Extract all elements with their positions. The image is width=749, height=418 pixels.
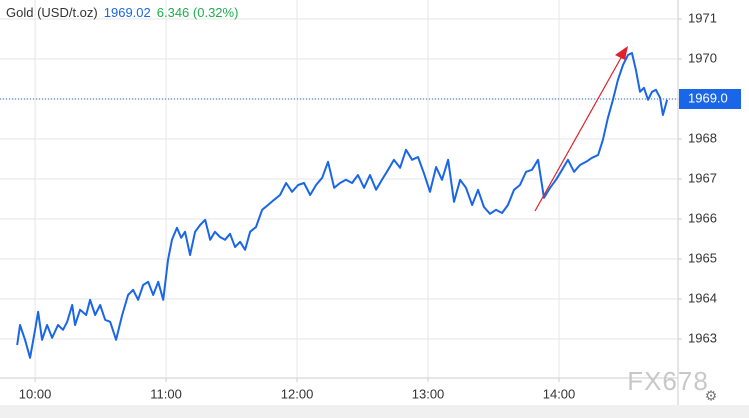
annotation-arrow <box>534 55 623 212</box>
y-tick-label: 1968 <box>688 130 717 145</box>
price-marker-box <box>679 89 741 109</box>
symbol: Gold (USD/t.oz) <box>6 5 98 20</box>
x-tick-label: 11:00 <box>150 386 182 401</box>
header: Gold (USD/t.oz) 1969.02 6.346 (0.32%) <box>6 5 238 20</box>
series <box>16 52 669 359</box>
settings-icon[interactable]: ⚙ <box>705 388 718 404</box>
watermark: FX678 <box>627 366 709 396</box>
change: 6.346 (0.32%) <box>157 5 239 20</box>
y-tick-label: 1963 <box>688 330 717 345</box>
footer-bar <box>0 405 749 418</box>
arrow-head <box>615 46 628 60</box>
price-line <box>16 52 669 359</box>
y-tick-label: 1964 <box>688 290 717 305</box>
y-tick-label: 1965 <box>688 250 717 265</box>
y-tick-label: 1967 <box>688 170 717 185</box>
x-tick-label: 10:00 <box>19 386 52 401</box>
price-marker-label: 1969.0 <box>688 90 728 105</box>
grid <box>0 0 678 378</box>
x-tick-label: 14:00 <box>543 386 576 401</box>
y-tick-label: 1971 <box>688 10 717 25</box>
price: 1969.02 <box>104 5 151 20</box>
x-tick-label: 12:00 <box>281 386 314 401</box>
y-tick-label: 1966 <box>688 210 717 225</box>
y-tick-label: 1970 <box>688 50 717 65</box>
x-tick-label: 13:00 <box>412 386 445 401</box>
